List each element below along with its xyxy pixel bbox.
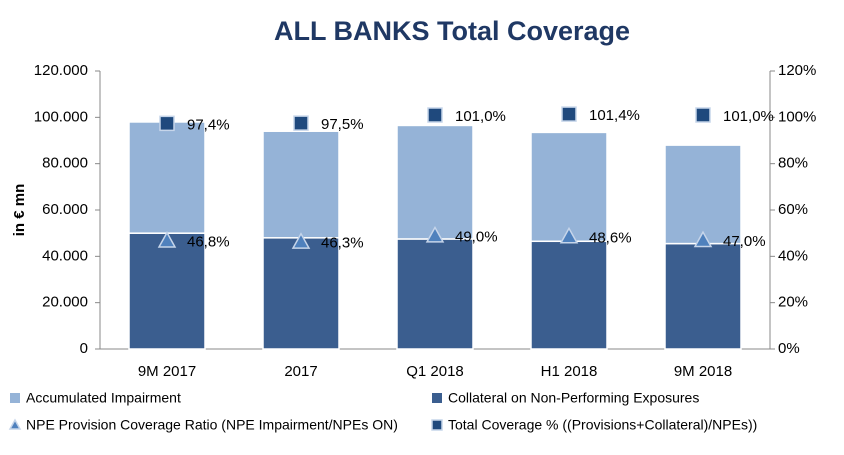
bar-segment — [396, 238, 474, 350]
triangle-marker — [559, 226, 579, 244]
chart-title: ALL BANKS Total Coverage — [274, 16, 630, 46]
y-tick-label: 100.000 — [34, 108, 88, 125]
data-label: 46,3% — [321, 235, 364, 252]
y-tick-label: 40.000 — [42, 247, 88, 264]
y-tick-label: 80.000 — [42, 155, 88, 172]
y-tick-label: 20.000 — [42, 294, 88, 311]
legend-marker — [8, 418, 22, 430]
triangle-marker — [425, 225, 445, 243]
square-marker — [561, 106, 577, 122]
data-label: 49,0% — [455, 228, 498, 245]
data-label: 97,5% — [321, 116, 364, 133]
data-label: 97,4% — [187, 116, 230, 133]
square-marker — [427, 107, 443, 123]
bar-segment — [128, 232, 206, 350]
y2-tick-label: 80% — [778, 155, 808, 172]
legend-label: Total Coverage % ((Provisions+Collateral… — [448, 417, 757, 433]
x-tick-label: 9M 2017 — [138, 363, 196, 380]
bar-segment — [664, 144, 742, 245]
bar-segment — [262, 130, 340, 239]
x-tick-label: 9M 2018 — [674, 363, 732, 380]
legend-label: Collateral on Non-Performing Exposures — [448, 390, 699, 406]
bar-segment — [128, 121, 206, 234]
y2-tick-label: 20% — [778, 294, 808, 311]
data-label: 101,0% — [723, 108, 774, 125]
x-tick-label: Q1 2018 — [406, 363, 464, 380]
y2-tick-label: 40% — [778, 247, 808, 264]
legend-label: NPE Provision Coverage Ratio (NPE Impair… — [26, 417, 398, 433]
y-axis-label: in € mn — [11, 184, 28, 237]
bar-segment — [262, 237, 340, 350]
legend-label: Accumulated Impairment — [26, 390, 181, 406]
triangle-marker — [693, 230, 713, 248]
y2-tick-label: 60% — [778, 201, 808, 218]
data-label: 47,0% — [723, 233, 766, 250]
triangle-marker — [157, 231, 177, 248]
x-tick-label: H1 2018 — [541, 363, 598, 380]
square-marker — [293, 115, 309, 131]
y2-tick-label: 0% — [778, 340, 800, 357]
x-tick-label: 2017 — [284, 363, 317, 380]
data-label: 101,4% — [589, 107, 640, 124]
y2-tick-label: 100% — [778, 108, 816, 125]
data-label: 101,0% — [455, 108, 506, 125]
triangle-marker — [291, 232, 311, 249]
legend-swatch — [432, 393, 442, 403]
y-tick-label: 120.000 — [34, 62, 88, 79]
data-label: 48,6% — [589, 229, 632, 246]
bar-segment — [530, 131, 608, 243]
bar-segment — [664, 242, 742, 350]
data-label: 46,8% — [187, 234, 230, 251]
y-tick-label: 60.000 — [42, 201, 88, 218]
y-tick-label: 0 — [80, 340, 88, 357]
bar-segment — [530, 240, 608, 350]
square-marker — [159, 115, 175, 132]
legend-swatch — [10, 393, 20, 403]
legend-marker — [431, 419, 443, 431]
square-marker — [695, 107, 711, 123]
y2-tick-label: 120% — [778, 62, 816, 79]
bar-segment — [396, 124, 474, 240]
